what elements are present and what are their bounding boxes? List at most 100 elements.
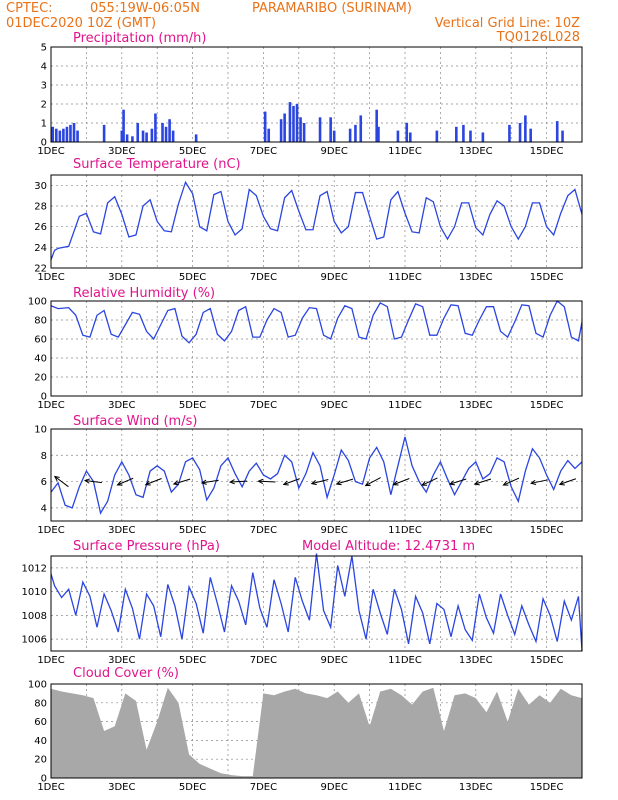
rh-xtick-label: 15DEC [530,400,564,411]
cloud-ytick-label: 0 [41,774,47,785]
temp-xtick-label: 5DEC [179,272,206,283]
wind-ytick-label: 4 [41,503,47,514]
precip-bar [455,126,458,142]
precip-bar [518,123,522,142]
pressure-xtick-label: 13DEC [459,655,493,666]
precip-bar [102,124,106,142]
precip-bar [299,117,302,142]
temp-ytick-label: 24 [34,243,47,254]
precip-xtick-label: 1DEC [37,146,64,157]
cloud-xtick-label: 11DEC [388,782,422,793]
cloud-xtick-label: 9DEC [321,782,348,793]
humidity-panel: 0 20 40 60 80 100 1DEC 3DEC 5DEC 7DEC 9DEC 11DEC 13D… [28,297,583,411]
header-grid-note: Vertical Grid Line: 10Z [435,16,580,31]
temp-xtick-label: 3DEC [108,272,135,283]
rh-xtick-label: 1DEC [37,400,64,411]
header-source: CPTEC: [6,1,53,16]
precip-bar [65,126,69,142]
precip-xtick-label: 13DEC [459,146,493,157]
precip-bar [288,102,292,142]
wind-xtick-label: 11DEC [388,525,422,536]
wind-arrow [83,478,102,484]
temp-xtick-label: 15DEC [530,272,564,283]
precip-bar [329,117,332,142]
precip-bar [359,115,363,142]
wind-series-line [50,436,583,515]
precip-frame [50,46,583,143]
wind-xtick-label: 1DEC [37,525,64,536]
precip-bar [348,128,352,142]
pressure-ytick-label: 1006 [22,635,47,646]
precip-bar [283,113,286,142]
header-station: PARAMARIBO (SURINAM) [252,1,412,16]
wind-panel: 4 6 8 10 1DEC 3DEC 5DEC 7DEC 9DEC 11DEC 13DEC 15DEC [34,425,583,536]
wind-xtick-label: 5DEC [179,525,206,536]
precip-xtick-label: 15DEC [530,146,564,157]
temp-frame [50,174,583,269]
wind-arrow [116,477,134,486]
precip-bar [295,104,299,142]
rh-xtick-label: 5DEC [179,400,206,411]
precip-bar [332,130,336,142]
precip-bar [279,119,283,142]
wind-ytick-label: 6 [41,477,47,488]
precip-bar [555,121,559,142]
precip-bar [145,132,148,142]
rh-xtick-label: 7DEC [250,400,277,411]
temp-xtick-label: 9DEC [321,272,348,283]
precip-bar [302,123,306,142]
wind-arrow [310,479,329,486]
cloud-xtick-label: 13DEC [459,782,493,793]
wind-arrow [335,478,354,486]
temp-xtick-label: 7DEC [250,272,277,283]
precip-bar [194,134,198,142]
precip-bar [263,111,267,142]
precip-bar [168,119,171,142]
precip-bar [469,130,472,142]
cloud-ytick-label: 60 [34,717,47,728]
wind-arrow [257,478,276,484]
precip-bar [72,123,76,142]
cloud-ytick-label: 100 [28,680,47,691]
cloud-ytick-label: 40 [34,736,47,747]
wind-arrow [448,478,467,486]
precip-bar [409,132,412,142]
precip-bar [131,136,134,142]
pressure-ytick-label: 1012 [22,563,47,574]
wind-title: Surface Wind (m/s) [73,414,197,429]
temp-ytick-label: 22 [34,264,47,275]
wind-arrow [473,478,492,486]
cloud-frame [50,683,583,779]
wind-xtick-label: 7DEC [250,525,277,536]
temp-ytick-label: 26 [34,222,47,233]
wind-arrow [200,479,219,485]
precip-xtick-label: 3DEC [108,146,135,157]
precip-bar [62,128,65,142]
temperature-panel: 22 24 26 28 30 1DEC 3DEC 5DEC 7DEC 9DEC 11DEC 13DEC… [34,174,583,283]
wind-xtick-label: 3DEC [108,525,135,536]
header-run: 01DEC2020 10Z (GMT) [6,16,156,31]
precip-bar [161,123,164,142]
header-coords: 055:19W-06:05N [90,1,200,16]
wind-arrow [228,479,248,485]
precip-bar [462,124,465,142]
rh-xtick-label: 13DEC [459,400,493,411]
cloud-title: Cloud Cover (%) [73,666,179,681]
pressure-xtick-label: 5DEC [179,655,206,666]
precip-bar [164,126,168,142]
wind-arrow [502,477,520,486]
precip-bar [354,124,357,142]
precip-xtick-label: 5DEC [179,146,206,157]
pressure-series-line [50,553,583,652]
pressure-frame [50,555,583,652]
precip-bar [267,128,271,142]
precip-bar [136,123,140,142]
precip-bar [524,115,527,142]
precip-bar [55,128,58,142]
cloud-cover-panel: 0 20 40 60 80 100 1DEC 3DEC 5DEC 7DEC 9DEC 11DEC 13D… [28,680,583,793]
rh-frame [50,300,583,397]
cloud-xtick-label: 1DEC [37,782,64,793]
temp-ytick-label: 30 [34,181,47,192]
pressure-xtick-label: 7DEC [250,655,277,666]
pressure-xtick-label: 3DEC [108,655,135,666]
